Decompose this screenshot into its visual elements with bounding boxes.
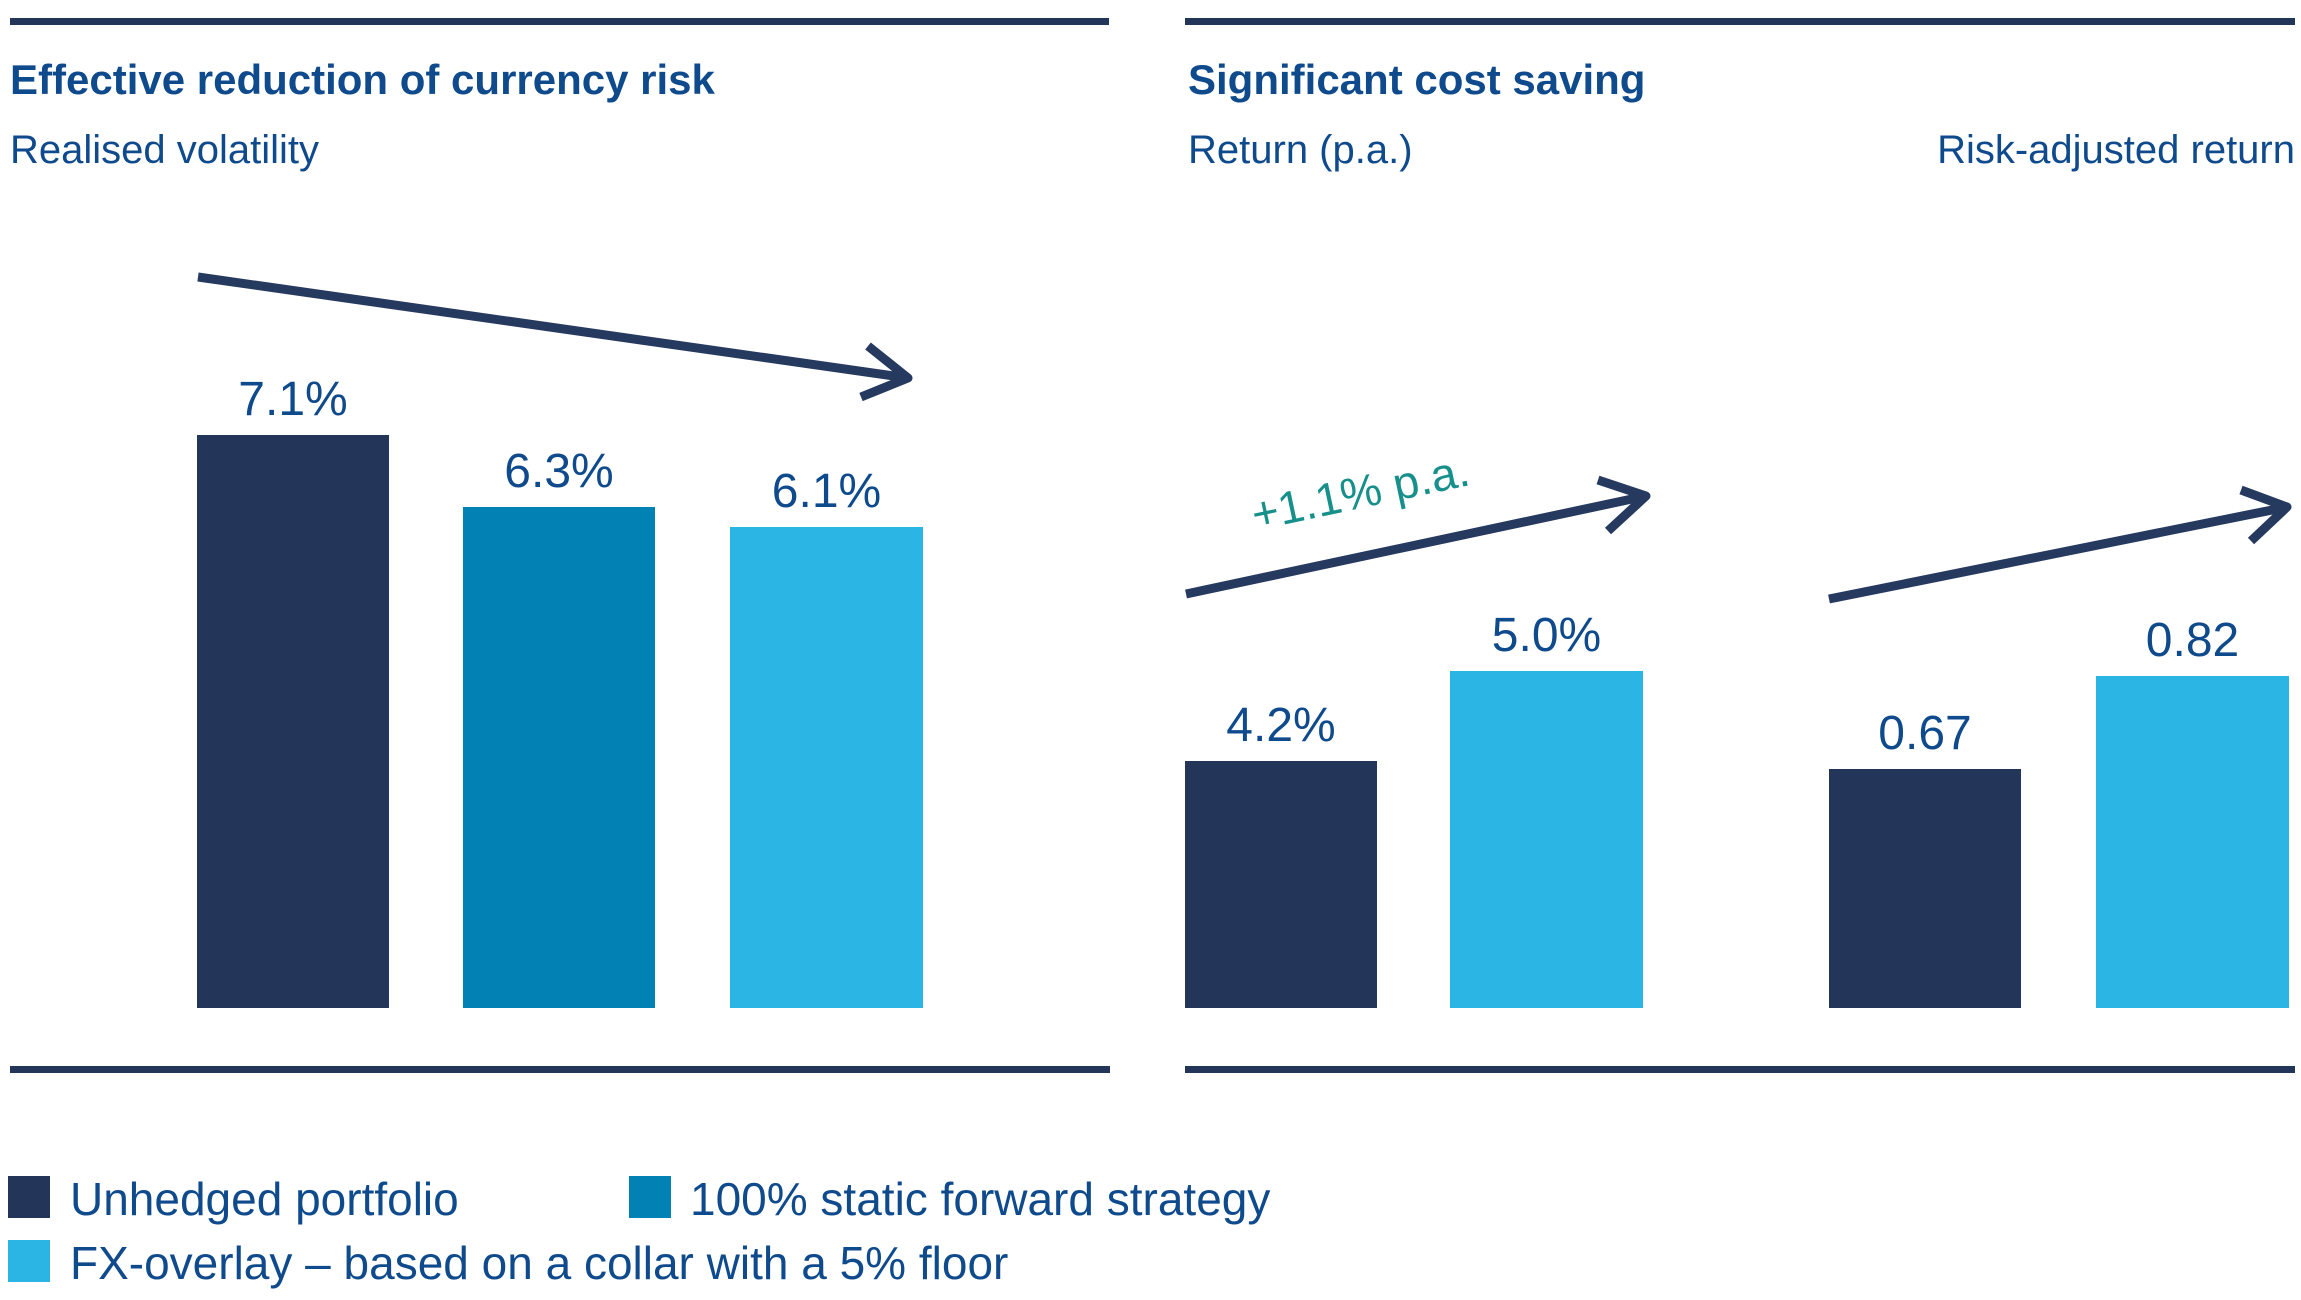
bar-unhedged-return [1185, 761, 1377, 1008]
return-upward-trend-arrow [1185, 475, 1651, 599]
return-group-label: Return (p.a.) [1188, 128, 1413, 172]
right-panel-top-rule [1185, 18, 2295, 25]
bar-unhedged-volatility [197, 435, 389, 1008]
downward-trend-arrow [197, 272, 913, 402]
risk-adjusted-upward-trend-arrow [1828, 485, 2292, 604]
left-panel-title: Effective reduction of currency risk [10, 56, 715, 103]
legend-label-unhedged: Unhedged portfolio [70, 1173, 459, 1225]
bar-value-label: 5.0% [1491, 609, 1602, 662]
legend-swatch-unhedged [8, 1176, 50, 1218]
left-panel-bottom-rule [10, 1066, 1110, 1073]
bar-unhedged-risk-adjusted [1829, 769, 2021, 1008]
bar-value-label: 6.3% [504, 445, 614, 498]
legend-swatch-fx-overlay [8, 1240, 50, 1282]
legend-label-static-forward: 100% static forward strategy [690, 1173, 1271, 1225]
left-panel-top-rule [10, 18, 1109, 25]
legend-swatch-static-forward [629, 1176, 671, 1218]
risk-adjusted-group-label: Risk-adjusted return [1937, 128, 2295, 172]
bar-value-label: 6.1% [771, 465, 882, 518]
bar-static-forward-volatility [463, 507, 655, 1008]
bar-fx-overlay-risk-adjusted [2096, 676, 2289, 1008]
right-panel-title: Significant cost saving [1188, 56, 1646, 103]
bar-value-label: 0.67 [1878, 707, 1972, 760]
bar-fx-overlay-return [1450, 671, 1643, 1008]
bar-fx-overlay-volatility [730, 527, 923, 1008]
left-panel-subtitle: Realised volatility [10, 128, 320, 172]
bar-value-label: 7.1% [238, 373, 348, 426]
bar-value-label: 0.82 [2145, 614, 2240, 667]
bar-value-label: 4.2% [1226, 699, 1336, 752]
legend-label-fx-overlay: FX-overlay – based on a collar with a 5%… [70, 1237, 1009, 1289]
right-panel-bottom-rule [1185, 1066, 2295, 1073]
